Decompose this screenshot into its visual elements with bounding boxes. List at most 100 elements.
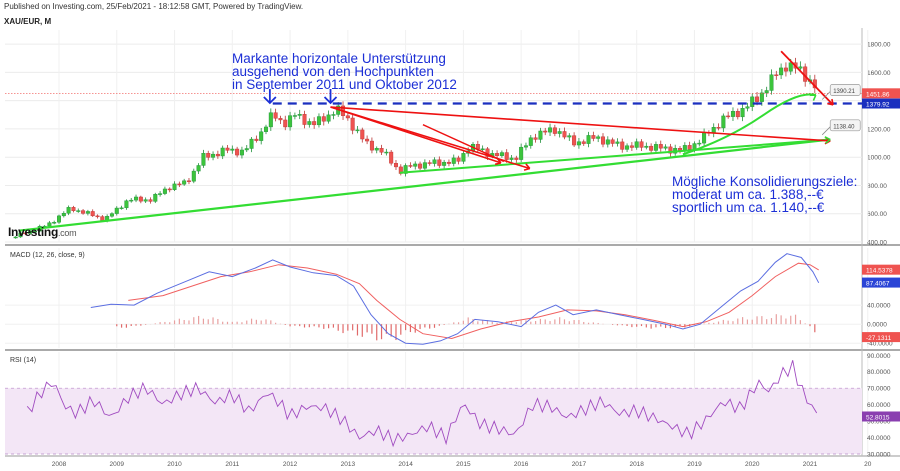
candle-down <box>533 137 538 140</box>
price-tick-label: 1600.00 <box>867 70 891 77</box>
red-trendline-4 <box>422 124 505 163</box>
green-short-trendline <box>682 93 817 156</box>
candle-up <box>239 149 244 156</box>
candle-down <box>726 115 731 118</box>
support-line-3: in September 2011 und Oktober 2012 <box>232 77 457 92</box>
time-tick-label: 2017 <box>572 461 587 468</box>
candle-down <box>735 111 740 118</box>
time-tick-label: 2020 <box>745 461 760 468</box>
candle-down <box>629 145 634 148</box>
candle-up <box>297 114 302 116</box>
macd-value-tag <box>862 277 900 288</box>
red-trendline-3 <box>330 106 831 142</box>
candle-up <box>201 153 206 166</box>
candle-down <box>360 129 365 140</box>
time-tick-label: 2009 <box>110 461 125 468</box>
candle-down <box>215 153 220 157</box>
candle-down <box>283 119 288 128</box>
candle-down <box>514 157 519 160</box>
candle-up <box>567 135 572 138</box>
candle-up <box>13 236 18 239</box>
published-note: Published on Investing.com, 25/Feb/2021 … <box>4 2 304 11</box>
candle-up <box>702 132 707 144</box>
candle-down <box>225 147 230 151</box>
target-moderate-label: 1390.21 <box>833 89 855 95</box>
candle-up <box>403 165 408 174</box>
candle-up <box>413 163 418 167</box>
macd-tick-label: 40.0000 <box>867 303 891 310</box>
candle-down <box>167 188 172 191</box>
rsi-band <box>5 388 862 454</box>
target-moderate-leader <box>821 91 831 100</box>
candle-up <box>596 136 601 139</box>
candle-up <box>480 148 485 151</box>
candle-down <box>235 148 240 156</box>
candle-down <box>774 74 779 76</box>
candle-up <box>798 66 803 69</box>
macd-value-label: 114.5378 <box>866 268 893 275</box>
candle-down <box>639 141 644 148</box>
green-mid-trendline <box>399 138 831 174</box>
candle-down <box>302 114 307 125</box>
candle-up <box>451 157 456 164</box>
candle-down <box>312 121 317 126</box>
candle-down <box>345 115 350 119</box>
logo-name: Investing <box>8 225 58 239</box>
candle-down <box>755 96 760 102</box>
blue-arrow-2012-head <box>323 96 338 105</box>
symbol-label: XAU/EUR, M <box>4 17 52 26</box>
candle-up <box>432 159 437 164</box>
candle-down <box>783 67 788 72</box>
candle-up <box>288 115 293 128</box>
candle-up <box>47 222 52 227</box>
candle-down <box>90 211 95 217</box>
candle-down <box>687 145 692 150</box>
support-tag <box>862 98 900 109</box>
candle-down <box>389 151 394 164</box>
macd-value-label: 87.4067 <box>866 281 890 288</box>
candle-up <box>519 146 524 160</box>
candle-up <box>644 145 649 148</box>
time-tick-label: 2010 <box>167 461 182 468</box>
candle-up <box>76 210 81 212</box>
candle-up <box>384 151 389 154</box>
rsi-tick-label: 30.0000 <box>867 452 891 459</box>
candle-up <box>759 92 764 102</box>
candle-up <box>745 106 750 109</box>
candle-down <box>379 148 384 153</box>
candle-up <box>779 67 784 76</box>
candle-up <box>509 157 514 160</box>
support-annotation: Markante horizontale Unterstützung ausge… <box>232 52 457 92</box>
candle-down <box>186 180 191 182</box>
target-sportlich-leader <box>821 126 831 136</box>
last-price-tag <box>862 88 900 99</box>
candle-up <box>528 137 533 146</box>
candle-down <box>543 130 548 133</box>
candle-up <box>61 213 66 217</box>
macd-tick-label: 0.0000 <box>867 322 887 329</box>
candle-up <box>158 193 163 195</box>
candle-up <box>682 145 687 151</box>
candle-up <box>32 230 37 233</box>
candle-down <box>668 146 673 154</box>
candle-up <box>499 152 504 156</box>
time-tick-label: 2016 <box>514 461 529 468</box>
candle-up <box>331 114 336 116</box>
candle-up <box>114 207 119 214</box>
last-price-label: 1451.86 <box>866 91 890 98</box>
investing-logo: Investing.com <box>8 225 77 239</box>
rsi-line <box>26 360 818 448</box>
candle-up <box>28 230 33 234</box>
candle-up <box>196 165 201 172</box>
candle-down <box>273 112 278 119</box>
candle-down <box>600 136 605 145</box>
candle-up <box>750 96 755 107</box>
candle-down <box>95 215 100 218</box>
candle-up <box>548 127 553 133</box>
targets-annotation: Mögliche Konsolidierungsziele: moderat u… <box>672 175 857 215</box>
candle-down <box>456 157 461 162</box>
candle-up <box>461 153 466 162</box>
rsi-tick-label: 70.0000 <box>867 386 891 393</box>
